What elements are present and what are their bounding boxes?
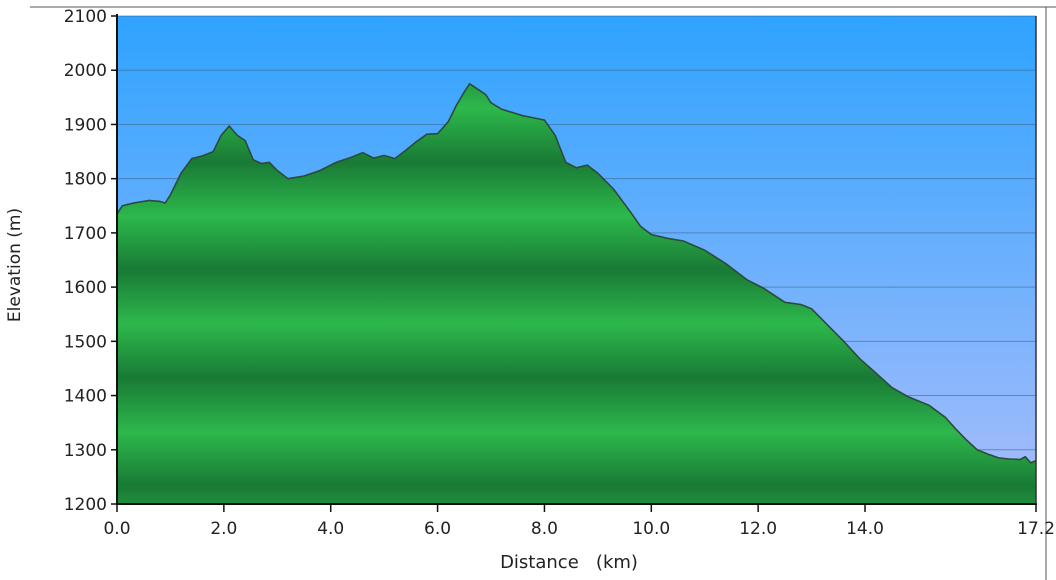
x-tick-label: 4.0 bbox=[317, 519, 344, 539]
y-tick-label: 1400 bbox=[64, 387, 107, 407]
x-tick-label: 0.0 bbox=[103, 519, 130, 539]
y-tick-label: 1500 bbox=[64, 332, 107, 352]
y-tick-label: 1200 bbox=[64, 495, 107, 515]
x-tick-label: 10.0 bbox=[632, 519, 670, 539]
elevation-area bbox=[117, 83, 1036, 505]
x-axis-ticks: 0.0 2.0 4.0 6.0 8.0 10.0 12.0 14.0 17.2 bbox=[103, 504, 1055, 539]
elevation-outline bbox=[116, 82, 1037, 464]
y-axis-ticks: 1200 1300 1400 1500 1600 1700 1800 1900 2000 2100 bbox=[64, 7, 117, 515]
y-tick-label: 1300 bbox=[64, 441, 107, 461]
y-axis-label: Elevation (m) bbox=[5, 208, 25, 322]
x-axis-label: Distance (km) bbox=[500, 552, 638, 573]
y-tick-label: 1700 bbox=[64, 224, 107, 244]
y-tick-label: 1600 bbox=[64, 278, 107, 298]
x-tick-label: 6.0 bbox=[424, 519, 451, 539]
y-tick-label: 1900 bbox=[64, 115, 107, 135]
x-tick-label: 2.0 bbox=[210, 519, 237, 539]
y-tick-label: 1800 bbox=[64, 170, 107, 190]
x-tick-label: 17.2 bbox=[1017, 519, 1055, 539]
y-tick-label: 2000 bbox=[64, 61, 107, 81]
x-tick-label: 14.0 bbox=[846, 519, 884, 539]
x-tick-label: 12.0 bbox=[739, 519, 777, 539]
x-tick-label: 8.0 bbox=[531, 519, 558, 539]
y-tick-label: 2100 bbox=[64, 7, 107, 27]
